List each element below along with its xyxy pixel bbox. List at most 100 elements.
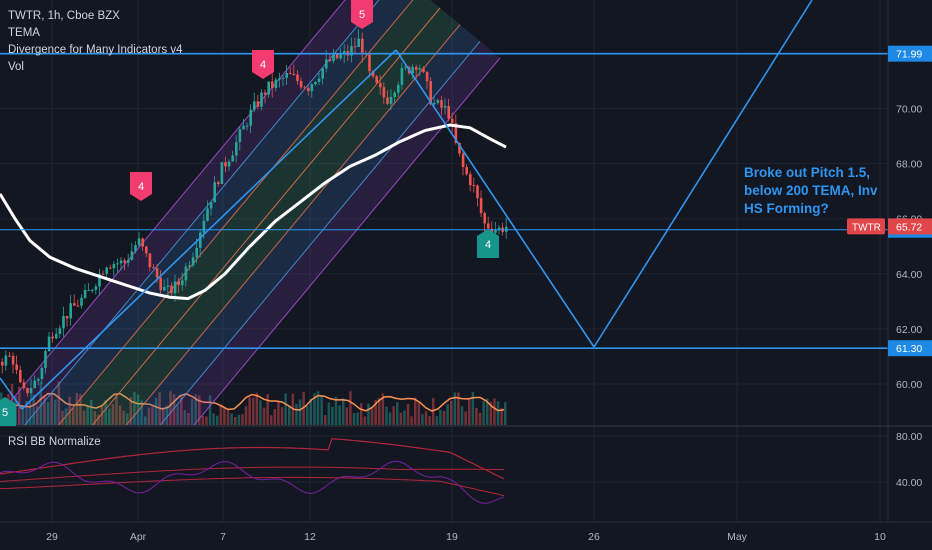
volume-bar [363, 416, 367, 425]
candle [332, 53, 335, 61]
candle [29, 388, 33, 394]
candle [123, 260, 126, 263]
volume-bar [370, 406, 374, 425]
candle [433, 102, 436, 105]
candle [199, 232, 202, 248]
volume-bar [126, 413, 129, 425]
candle [191, 257, 195, 266]
candle [1, 361, 4, 366]
candle [429, 81, 432, 105]
volume-bar [72, 407, 75, 425]
volume-bars [0, 381, 507, 425]
volume-bar [79, 394, 82, 425]
divergence-marker-label: 5 [359, 9, 365, 21]
volume-bar [226, 409, 230, 425]
volume-bar [428, 416, 431, 425]
candle [166, 285, 170, 287]
candle [87, 289, 90, 291]
tema-legend[interactable]: TEMA [8, 27, 40, 39]
candle [202, 220, 206, 233]
time-tick-label: 10 [874, 531, 886, 543]
volume-bar [399, 412, 403, 425]
volume-bar [302, 391, 305, 425]
volume-bar [32, 394, 35, 425]
candle [368, 54, 371, 72]
chart-annotation[interactable]: Broke out Pitch 1.5, below 200 TEMA, Inv… [744, 164, 886, 218]
pitchfork-band [126, 24, 481, 425]
candle [231, 155, 234, 162]
pitchfork [0, 0, 501, 425]
candle [33, 380, 36, 389]
candle [278, 78, 281, 80]
volume-bar [21, 405, 25, 425]
chart-legend: TWTR, 1h, Cboe BZX TEMA Divergence for M… [8, 8, 183, 76]
volume-bar [104, 400, 107, 425]
rsi-tick-label: 40.00 [896, 477, 922, 489]
vol-legend[interactable]: Vol [8, 61, 24, 73]
last-price-label: 65.72 [896, 221, 922, 233]
volume-bar [194, 394, 197, 425]
divergence-marker [351, 0, 373, 29]
last-price-badge [888, 218, 932, 235]
candle [299, 80, 303, 88]
pitchfork-band [92, 8, 461, 425]
volume-bar [68, 396, 71, 425]
candles [1, 29, 508, 402]
volume-bar [140, 400, 143, 425]
volume-bar [414, 397, 417, 425]
candle [303, 87, 306, 89]
volume-bar [388, 412, 392, 425]
volume-bar [172, 394, 176, 425]
candle [159, 277, 162, 291]
volume-bar [280, 407, 284, 425]
candle [454, 123, 458, 143]
volume-bar [316, 391, 320, 425]
candle [436, 100, 440, 103]
volume-bar [367, 403, 370, 425]
candle [451, 118, 454, 124]
volume-bar [338, 405, 341, 425]
symbol-badge [847, 218, 885, 235]
volume-bar [464, 411, 467, 425]
symbol-legend[interactable]: TWTR, 1h, Cboe BZX [8, 10, 120, 22]
candle [119, 260, 123, 264]
volume-bar [504, 402, 507, 425]
volume-bar [28, 402, 32, 425]
volume-bar [133, 391, 136, 425]
candle [224, 162, 227, 167]
time-tick-label: 29 [46, 531, 58, 543]
volume-bar [493, 398, 496, 425]
volume-bar [86, 406, 89, 425]
volume-bar [36, 405, 39, 425]
volume-bar [39, 381, 43, 425]
volume-bar [306, 406, 309, 425]
candle [245, 125, 249, 127]
pitchfork-band [58, 0, 440, 425]
candle [458, 142, 461, 154]
volume-bar [288, 406, 291, 425]
rsi-line [0, 460, 505, 504]
level-badge [888, 340, 932, 357]
candle [80, 297, 83, 306]
time-tick-label: Apr [130, 531, 147, 543]
candle [285, 72, 288, 78]
candle [112, 263, 116, 269]
candle [37, 379, 40, 381]
rsi-legend[interactable]: RSI BB Normalize [8, 436, 101, 448]
volume-bar [97, 414, 100, 425]
candle [116, 263, 119, 265]
candle [195, 247, 198, 258]
divergence-legend[interactable]: Divergence for Many Indicators v4 [8, 44, 183, 56]
volume-bar [255, 392, 259, 425]
projection-line [0, 377, 23, 410]
volume-bar [442, 410, 446, 425]
candle [447, 105, 450, 119]
volume-bar [237, 414, 241, 425]
pitchfork-line [0, 0, 346, 415]
candle [69, 303, 72, 319]
rsi-band-upper [0, 438, 505, 480]
volume-bar [262, 407, 266, 425]
volume-bar [374, 399, 377, 425]
candle [317, 78, 321, 82]
